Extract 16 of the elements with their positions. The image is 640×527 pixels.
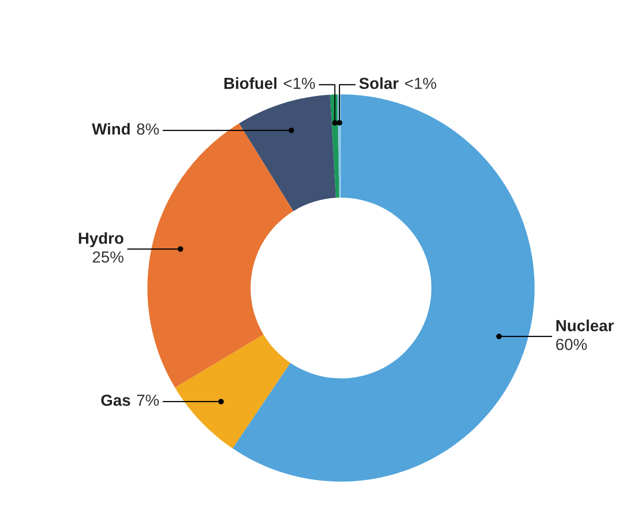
slice-label: Solar <box>359 77 399 90</box>
slice-label: Gas <box>101 394 130 406</box>
data-label: <1% <box>405 78 436 89</box>
data-label: 7% <box>137 394 159 406</box>
donut-slice <box>239 94 336 212</box>
data-label: 8% <box>137 123 159 135</box>
slice-label: Hydro <box>78 232 124 248</box>
data-label: <1% <box>284 78 315 89</box>
donut-slice <box>232 94 535 482</box>
data-label: 25% <box>92 251 124 263</box>
slice-label: Biofuel <box>224 77 276 90</box>
slice-label: Wind <box>92 122 130 135</box>
donut-slice <box>330 94 340 198</box>
data-label: 60% <box>556 338 587 350</box>
slice-label: Nuclear <box>556 320 614 332</box>
donut-slice <box>174 334 290 448</box>
